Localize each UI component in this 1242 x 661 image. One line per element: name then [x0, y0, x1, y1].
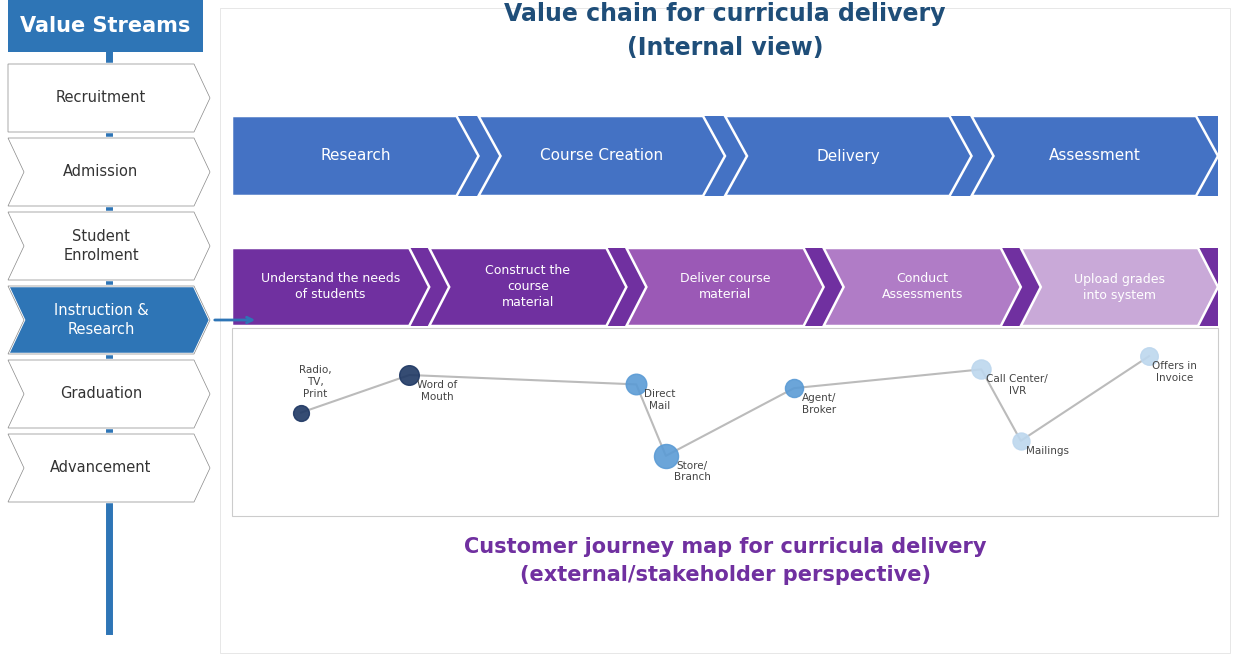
Text: Instruction &
Research: Instruction & Research — [53, 303, 148, 337]
FancyBboxPatch shape — [232, 328, 1218, 516]
Text: Value chain for curricula delivery
(Internal view): Value chain for curricula delivery (Inte… — [504, 2, 945, 59]
Text: Delivery: Delivery — [816, 149, 881, 163]
Text: Recruitment: Recruitment — [56, 91, 147, 106]
Text: Research: Research — [320, 149, 390, 163]
Text: Radio,
TV,
Print: Radio, TV, Print — [299, 366, 332, 399]
Text: Store/
Branch: Store/ Branch — [674, 461, 710, 483]
Polygon shape — [971, 116, 1218, 196]
Text: Assessment: Assessment — [1048, 149, 1140, 163]
Polygon shape — [478, 116, 725, 196]
FancyBboxPatch shape — [232, 116, 1218, 196]
Polygon shape — [626, 248, 823, 326]
Text: Mailings: Mailings — [1026, 446, 1069, 456]
Text: Construct the
course
material: Construct the course material — [486, 264, 570, 309]
Polygon shape — [7, 212, 210, 280]
Text: Value Streams: Value Streams — [20, 16, 191, 36]
Text: Call Center/
IVR: Call Center/ IVR — [986, 374, 1048, 396]
Polygon shape — [725, 116, 971, 196]
Point — [971, 364, 991, 375]
Polygon shape — [1021, 248, 1218, 326]
Text: Agent/
Broker: Agent/ Broker — [802, 393, 836, 414]
Point — [1011, 436, 1031, 446]
Polygon shape — [7, 360, 210, 428]
Point — [400, 369, 420, 380]
Polygon shape — [823, 248, 1021, 326]
Point — [1139, 351, 1159, 362]
Text: Understand the needs
of students: Understand the needs of students — [261, 272, 400, 301]
Point — [291, 407, 310, 418]
Polygon shape — [7, 434, 210, 502]
Polygon shape — [7, 286, 210, 354]
Polygon shape — [7, 138, 210, 206]
Polygon shape — [232, 248, 430, 326]
Polygon shape — [430, 248, 626, 326]
Polygon shape — [7, 64, 210, 132]
Text: Offers in
Invoice: Offers in Invoice — [1153, 361, 1197, 383]
Text: Admission: Admission — [63, 165, 139, 180]
FancyBboxPatch shape — [220, 8, 1230, 653]
Point — [784, 383, 804, 393]
Text: Deliver course
material: Deliver course material — [679, 272, 770, 301]
Polygon shape — [232, 116, 478, 196]
Text: Course Creation: Course Creation — [540, 149, 663, 163]
Text: Direct
Mail: Direct Mail — [645, 389, 676, 411]
Text: Customer journey map for curricula delivery
(external/stakeholder perspective): Customer journey map for curricula deliv… — [463, 537, 986, 585]
Point — [626, 379, 646, 390]
Text: Word of
Mouth: Word of Mouth — [417, 380, 458, 402]
FancyBboxPatch shape — [232, 248, 1218, 326]
Text: Conduct
Assessments: Conduct Assessments — [882, 272, 963, 301]
Text: Graduation: Graduation — [60, 387, 142, 401]
Text: Upload grades
into system: Upload grades into system — [1074, 272, 1165, 301]
Text: Advancement: Advancement — [51, 461, 152, 475]
Text: Student
Enrolment: Student Enrolment — [63, 229, 139, 263]
Point — [656, 451, 676, 461]
FancyBboxPatch shape — [7, 0, 202, 52]
